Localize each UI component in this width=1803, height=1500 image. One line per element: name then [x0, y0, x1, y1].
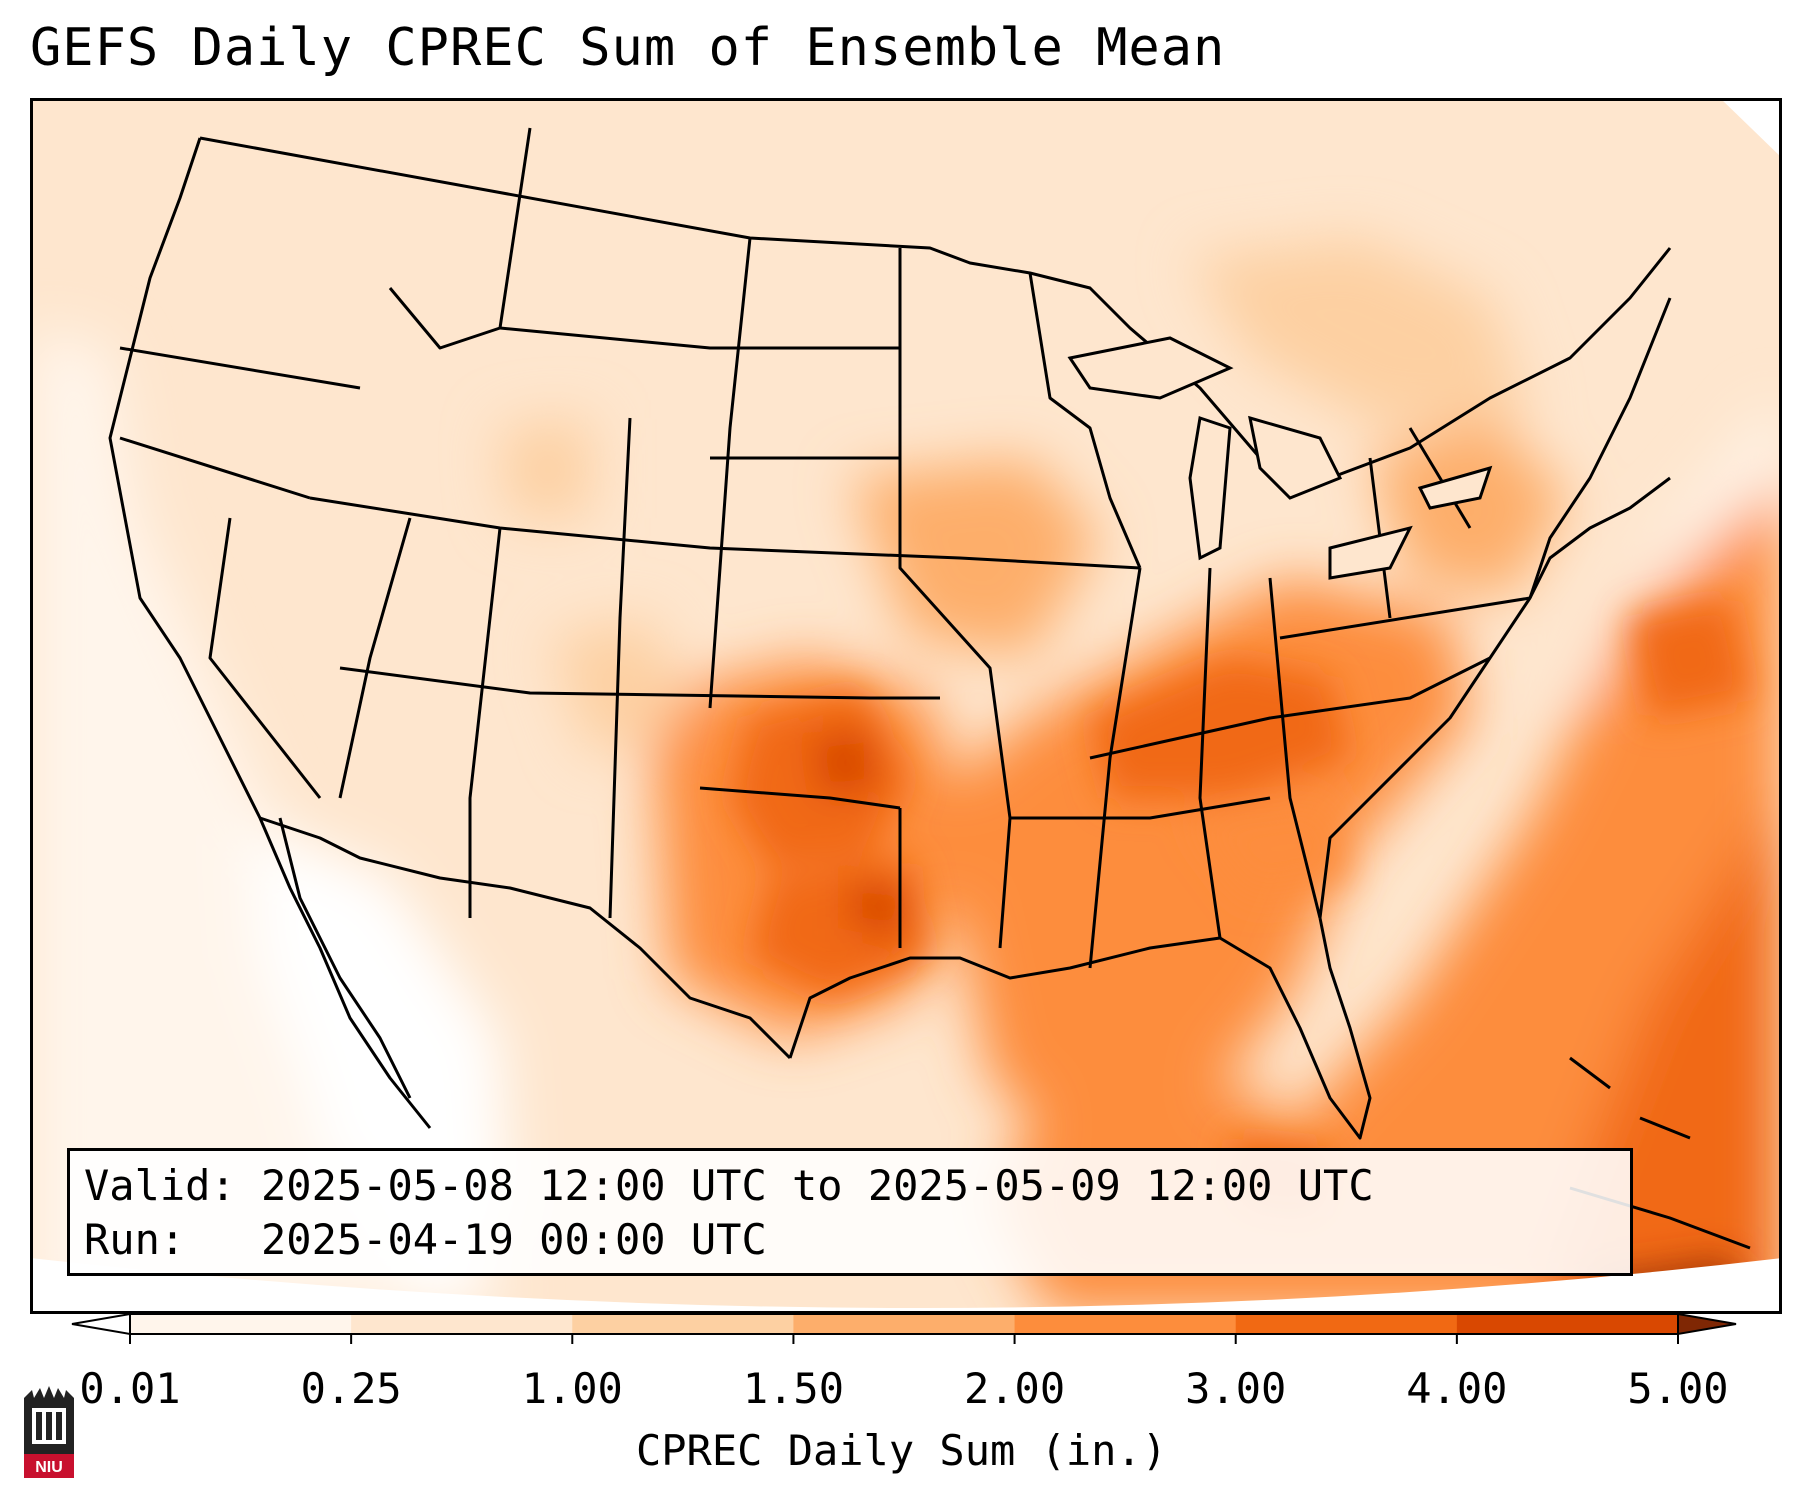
valid-label: Valid:	[84, 1161, 236, 1210]
colorbar-tick-label: 4.00	[1406, 1364, 1508, 1413]
valid-run-info-box: Valid: 2025-05-08 12:00 UTC to 2025-05-0…	[67, 1148, 1633, 1276]
projection-corner	[1720, 98, 1782, 158]
run-label: Run:	[84, 1215, 186, 1264]
colorbar-label: CPREC Daily Sum (in.)	[635, 1426, 1167, 1475]
colorbar-segment	[1456, 1314, 1679, 1334]
colorbar-tick-label: 0.25	[300, 1364, 402, 1413]
colorbar	[71, 1312, 1737, 1344]
precipitation-map	[30, 98, 1782, 1314]
valid-value: 2025-05-08 12:00 UTC to 2025-05-09 12:00…	[261, 1161, 1374, 1210]
colorbar-over-arrow	[1677, 1312, 1737, 1336]
projection-edge	[30, 1258, 1782, 1314]
state-borders	[108, 127, 1672, 1140]
colorbar-segment	[1014, 1314, 1237, 1334]
colorbar-tick-label: 0.01	[79, 1364, 181, 1413]
colorbar-outline	[129, 1313, 1679, 1335]
colorbar-segment	[1235, 1314, 1458, 1334]
colorbar-tick-label: 1.50	[742, 1364, 844, 1413]
university-tower-icon: NIU	[24, 1386, 74, 1478]
colorbar-segment	[793, 1314, 1016, 1334]
map-title: GEFS Daily CPREC Sum of Ensemble Mean	[30, 18, 1226, 78]
colorbar-segment	[351, 1314, 573, 1334]
colorbar-tick-label: 5.00	[1627, 1364, 1729, 1413]
colorbar-tick-label: 1.00	[521, 1364, 623, 1413]
colorbar-segment	[572, 1314, 794, 1334]
logo-text: NIU	[35, 1459, 63, 1476]
colorbar-segment	[130, 1314, 352, 1334]
colorbar-tick-label: 2.00	[963, 1364, 1066, 1413]
run-value: 2025-04-19 00:00 UTC	[261, 1215, 767, 1264]
colorbar-under-arrow	[71, 1312, 131, 1336]
colorbar-tick-label: 3.00	[1185, 1364, 1287, 1413]
great-lakes	[1067, 336, 1493, 580]
map-frame	[30, 98, 1782, 1314]
